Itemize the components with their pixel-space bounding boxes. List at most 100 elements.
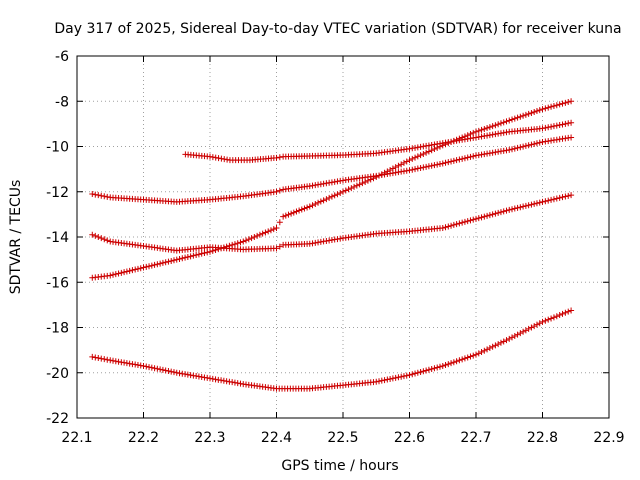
data-point bbox=[89, 353, 96, 360]
data-point bbox=[500, 119, 507, 126]
data-point bbox=[420, 164, 427, 171]
data-point bbox=[110, 271, 117, 278]
data-point bbox=[312, 201, 319, 208]
data-point bbox=[548, 123, 555, 130]
data-point bbox=[495, 341, 502, 348]
data-point bbox=[315, 199, 322, 206]
data-point bbox=[425, 148, 432, 155]
data-point bbox=[276, 243, 283, 250]
data-series bbox=[89, 98, 575, 392]
data-point bbox=[514, 331, 521, 338]
data-point bbox=[545, 104, 552, 111]
data-point bbox=[520, 203, 527, 210]
data-point bbox=[533, 108, 540, 115]
data-point bbox=[154, 365, 161, 372]
data-point bbox=[470, 216, 477, 223]
data-point bbox=[157, 366, 164, 373]
data-point bbox=[273, 224, 280, 231]
data-point bbox=[559, 310, 566, 317]
x-tick-label: 22.7 bbox=[460, 430, 491, 446]
data-point bbox=[104, 193, 111, 200]
data-point bbox=[503, 118, 510, 125]
x-tick-label: 22.9 bbox=[593, 430, 624, 446]
data-point bbox=[146, 263, 153, 270]
data-point bbox=[559, 121, 566, 128]
data-point bbox=[121, 269, 128, 276]
data-point bbox=[243, 237, 250, 244]
data-point bbox=[376, 378, 383, 385]
data-point bbox=[373, 174, 380, 181]
data-point bbox=[157, 260, 164, 267]
data-point bbox=[545, 316, 552, 323]
data-point bbox=[254, 232, 261, 239]
data-point bbox=[503, 337, 510, 344]
x-tick-label: 22.3 bbox=[194, 430, 225, 446]
data-point bbox=[542, 198, 549, 205]
data-point bbox=[495, 121, 502, 128]
data-point bbox=[392, 164, 399, 171]
data-point bbox=[376, 172, 383, 179]
data-point bbox=[565, 120, 572, 127]
data-point bbox=[467, 153, 474, 160]
data-point bbox=[542, 105, 549, 112]
data-point bbox=[450, 137, 457, 144]
data-point bbox=[539, 198, 546, 205]
data-point bbox=[489, 343, 496, 350]
data-point bbox=[356, 181, 363, 188]
data-point bbox=[148, 262, 155, 269]
data-point bbox=[387, 375, 394, 382]
data-point bbox=[470, 153, 477, 160]
data-point bbox=[98, 355, 105, 362]
data-point bbox=[173, 256, 180, 263]
data-point bbox=[553, 102, 560, 109]
data-point bbox=[193, 252, 200, 259]
data-point bbox=[528, 141, 535, 148]
data-point bbox=[134, 265, 141, 272]
data-point bbox=[187, 253, 194, 260]
data-point bbox=[248, 235, 255, 242]
data-point bbox=[231, 241, 238, 248]
data-point bbox=[288, 210, 295, 217]
data-point bbox=[273, 188, 280, 195]
data-point bbox=[528, 201, 535, 208]
data-point bbox=[400, 159, 407, 166]
data-point bbox=[334, 191, 341, 198]
data-point bbox=[511, 332, 518, 339]
data-point bbox=[514, 204, 521, 211]
data-point bbox=[548, 196, 555, 203]
data-point bbox=[129, 267, 136, 274]
data-point bbox=[384, 376, 391, 383]
data-point bbox=[95, 234, 102, 240]
data-point bbox=[553, 195, 560, 202]
data-point bbox=[406, 167, 413, 174]
data-point bbox=[536, 107, 543, 114]
data-point bbox=[293, 208, 300, 215]
data-point bbox=[434, 161, 441, 168]
data-point bbox=[539, 125, 546, 132]
data-point bbox=[115, 270, 122, 277]
data-point bbox=[525, 142, 532, 149]
data-point bbox=[467, 217, 474, 224]
data-point bbox=[298, 206, 305, 213]
data-point bbox=[392, 374, 399, 381]
data-point bbox=[456, 135, 463, 142]
data-point bbox=[550, 103, 557, 110]
data-point bbox=[417, 368, 424, 375]
data-point bbox=[484, 125, 491, 132]
data-point bbox=[398, 373, 405, 380]
data-point bbox=[262, 229, 269, 236]
series-arc-1 bbox=[182, 119, 575, 164]
data-point bbox=[539, 318, 546, 325]
data-point bbox=[475, 215, 482, 222]
data-point bbox=[215, 246, 222, 253]
data-point bbox=[522, 142, 529, 149]
data-point bbox=[542, 124, 549, 131]
data-point bbox=[481, 125, 488, 132]
data-point bbox=[439, 362, 446, 369]
data-point bbox=[445, 140, 452, 147]
series-arc-4 bbox=[89, 98, 575, 281]
data-point bbox=[190, 252, 197, 259]
data-point bbox=[448, 360, 455, 367]
data-point bbox=[323, 196, 330, 203]
data-point bbox=[525, 325, 532, 332]
